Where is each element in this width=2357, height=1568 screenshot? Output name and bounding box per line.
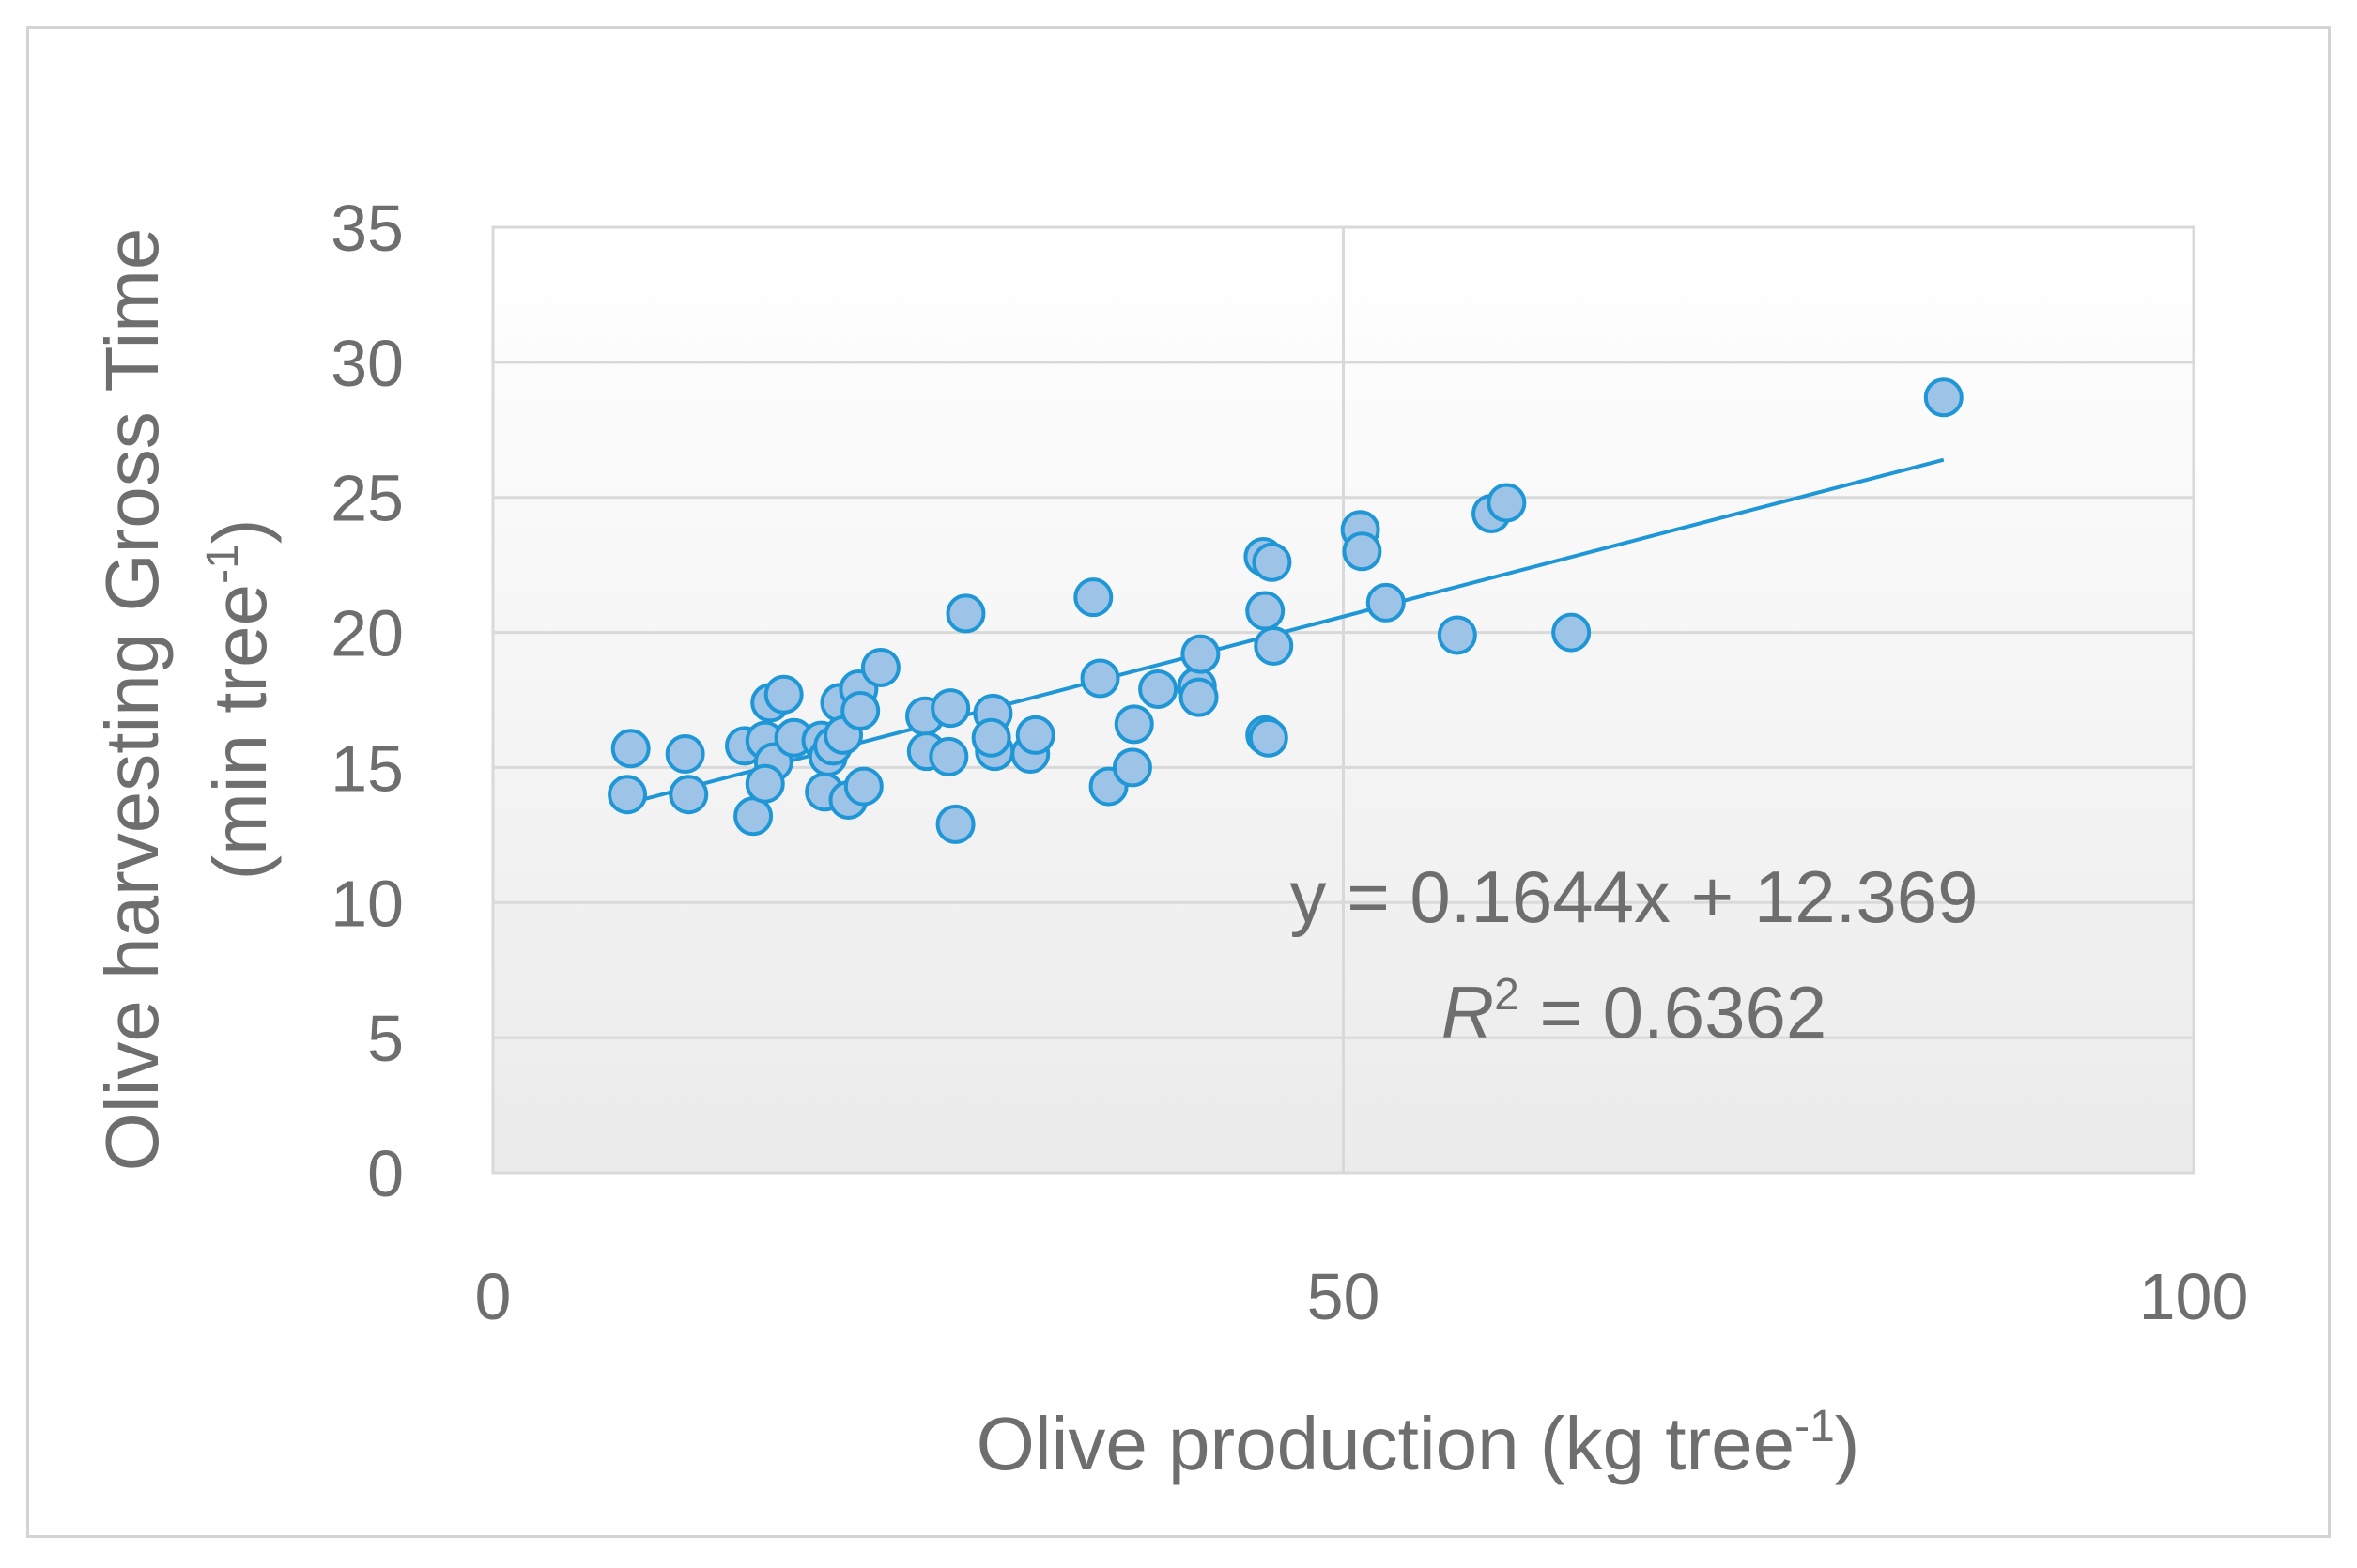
y-axis-title-line2: (min tree-1): [198, 519, 282, 881]
r-squared-value: = 0.6362: [1519, 971, 1826, 1053]
y-tick-label: 20: [331, 597, 404, 670]
y-tick-label: 5: [367, 1002, 404, 1075]
y-tick-label: 35: [331, 192, 404, 265]
r-squared-sup: 2: [1494, 970, 1519, 1020]
data-point: [1073, 577, 1114, 618]
data-point: [971, 717, 1011, 758]
data-points: [608, 377, 1964, 844]
y-axis-title-line2-sup: -1: [198, 544, 248, 584]
data-point: [1252, 542, 1292, 582]
data-point: [1437, 615, 1477, 655]
y-tick-label: 10: [331, 867, 404, 940]
data-point: [1487, 483, 1527, 523]
x-axis-title-main: Olive production (kg tree: [977, 1402, 1795, 1485]
data-point: [1254, 625, 1294, 666]
x-axis-title-sup: -1: [1795, 1402, 1835, 1452]
data-point: [929, 736, 969, 776]
r-squared-symbol: R: [1441, 971, 1494, 1053]
y-tick-label: 15: [331, 731, 404, 805]
data-point: [860, 647, 901, 687]
x-tick-label: 0: [475, 1260, 512, 1333]
data-point: [1923, 377, 1964, 418]
data-point: [1245, 591, 1286, 631]
x-axis-title-close: ): [1835, 1402, 1860, 1485]
x-axis-title: Olive production (kg tree-1): [977, 1402, 1860, 1485]
data-point: [931, 688, 971, 729]
data-point: [1178, 677, 1219, 717]
data-point: [763, 674, 804, 715]
data-point: [1365, 582, 1406, 623]
trendline-equation: y = 0.1644x + 12.369: [1290, 855, 1979, 938]
data-point: [608, 775, 648, 815]
data-point: [669, 775, 709, 815]
data-point: [840, 691, 881, 731]
r-squared-label: R2 = 0.6362: [1441, 970, 1827, 1053]
data-point: [843, 766, 884, 807]
data-point: [1138, 669, 1178, 709]
data-point: [733, 796, 774, 837]
y-tick-label: 25: [331, 462, 404, 535]
grid-lines: [493, 227, 2194, 1173]
data-point: [946, 593, 986, 634]
data-point: [1248, 717, 1288, 758]
y-axis-title: Olive harvesting Gross Time (min tree-1): [90, 228, 282, 1172]
data-point: [665, 734, 705, 775]
data-point: [1112, 747, 1152, 788]
y-axis-title-line2-main: (min tree: [198, 584, 282, 881]
data-point: [745, 763, 785, 804]
data-point: [610, 729, 651, 769]
data-point: [1342, 531, 1382, 572]
y-tick-label: 0: [367, 1137, 404, 1210]
data-point: [1551, 612, 1592, 653]
data-point: [1080, 658, 1120, 699]
data-point: [1180, 634, 1221, 674]
y-axis-title-line2-close: ): [198, 519, 282, 545]
data-point: [1015, 715, 1055, 755]
y-tick-label: 30: [331, 327, 404, 400]
data-point: [1114, 704, 1154, 745]
x-tick-label: 100: [2139, 1260, 2249, 1333]
data-point: [935, 804, 976, 844]
y-axis-title-line1: Olive harvesting Gross Time: [90, 228, 174, 1172]
x-tick-label: 50: [1307, 1260, 1380, 1333]
axis-ticks: 0 5 10 15 20 25 30 35 0 50 100: [331, 192, 2248, 1333]
